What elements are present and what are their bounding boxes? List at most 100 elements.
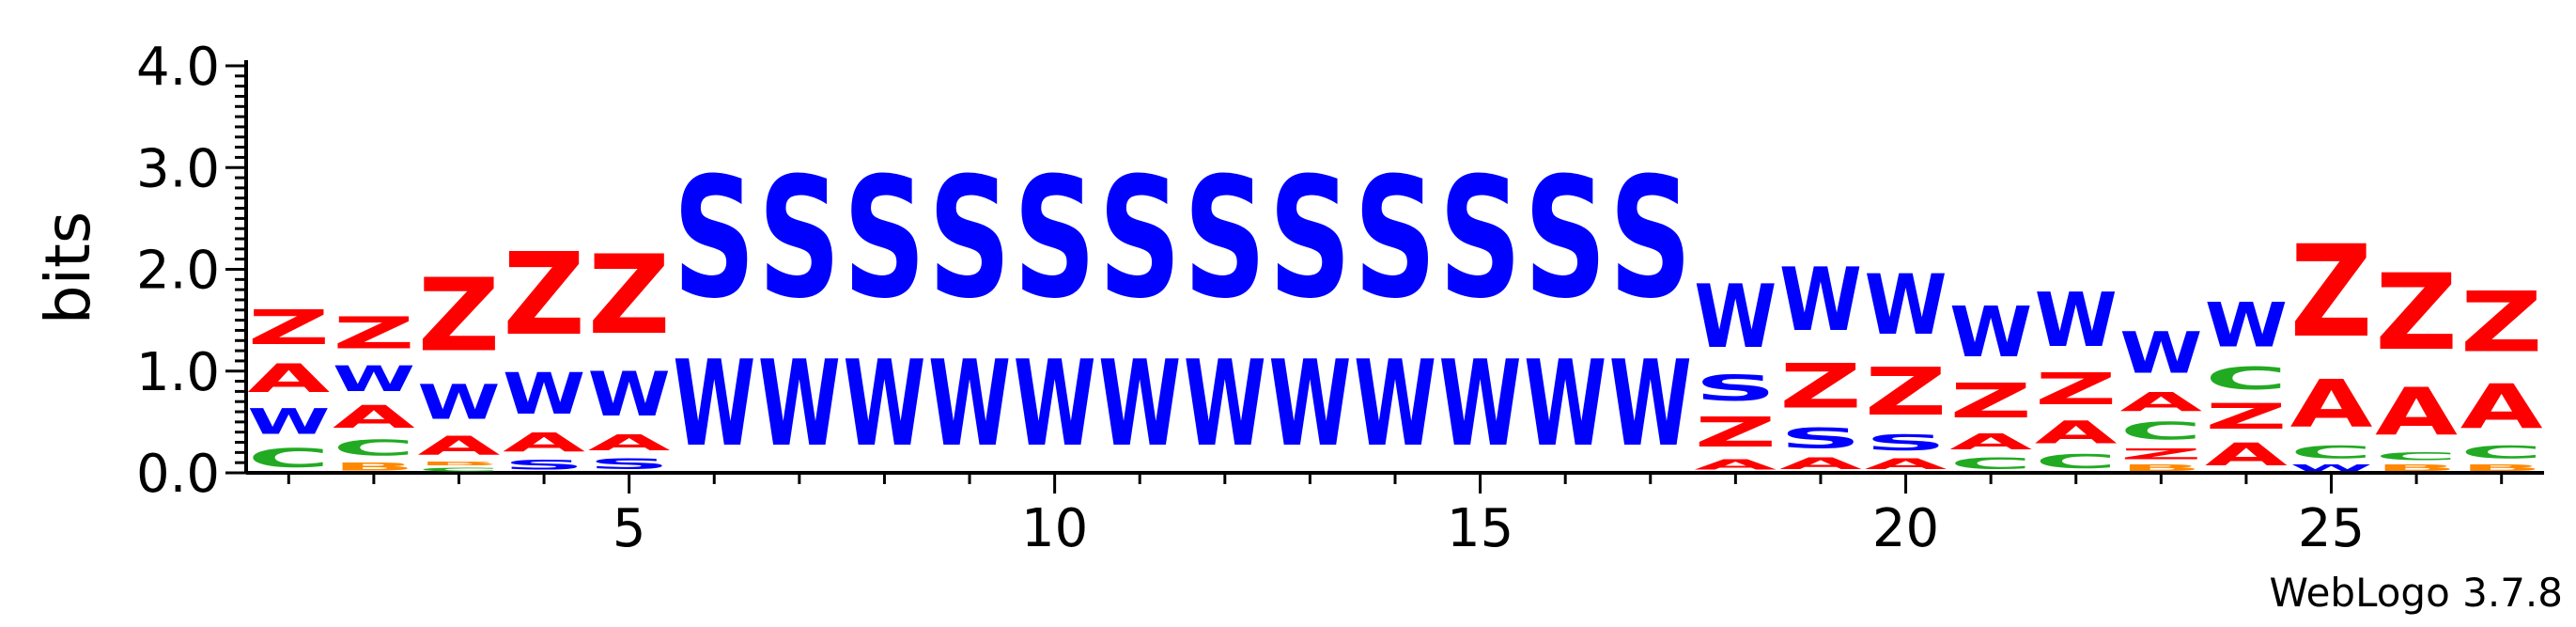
glyph-w: W [333, 358, 415, 400]
glyph-b: B [2375, 462, 2458, 473]
glyph-s: S [1609, 141, 1692, 335]
glyph-s: S [1098, 141, 1181, 335]
weblogo-credit: WebLogo 3.7.8 [2270, 570, 2564, 616]
x-tick-label: 15 [1447, 498, 1513, 559]
glyph-w: W [1524, 335, 1606, 473]
glyph-w: W [1268, 335, 1351, 473]
glyph-w: W [1354, 335, 1436, 473]
glyph-z: Z [247, 300, 330, 355]
glyph-z: Z [2290, 219, 2373, 367]
glyph-z: Z [418, 257, 501, 373]
glyph-z: Z [2375, 253, 2458, 374]
glyph-b: B [2119, 462, 2202, 473]
glyph-b: B [2460, 462, 2543, 473]
y-axis: bits 0.0 1.0 2.0 3.0 4.0 [32, 37, 248, 505]
glyph-a: A [2375, 375, 2458, 451]
y-tick-label: 4.0 [136, 37, 220, 98]
glyph-s: S [588, 456, 671, 474]
x-axis: 5 10 15 20 25 [246, 471, 2544, 559]
glyph-c: C [2460, 443, 2543, 463]
glyph-a: A [2290, 367, 2373, 443]
glyph-a: A [1694, 457, 1777, 473]
glyph-a: A [1779, 455, 1862, 473]
glyph-a: A [2119, 386, 2202, 416]
y-tick-label: 3.0 [136, 138, 220, 199]
glyph-c: C [2290, 443, 2373, 463]
glyph-w: W [2119, 320, 2202, 386]
glyph-s: S [1694, 368, 1777, 409]
glyph-w: W [1949, 292, 2032, 374]
glyph-w: W [1098, 335, 1181, 473]
glyph-z: Z [1694, 409, 1777, 457]
glyph-c: C [247, 442, 330, 473]
glyph-z: Z [2460, 275, 2543, 371]
glyph-z: Z [503, 228, 585, 361]
glyph-a: A [1865, 456, 1948, 473]
logo-stacks: CWAZBCAWZCBAWZSAWZSAWZWSWSWSWSWSWSWSWSWS… [247, 141, 2543, 473]
glyph-c: C [2035, 450, 2118, 473]
x-tick-label: 25 [2298, 498, 2365, 559]
glyph-w: W [673, 335, 755, 473]
y-tick-label: 1.0 [136, 342, 220, 403]
glyph-c: C [2119, 417, 2202, 446]
glyph-w: W [2290, 462, 2373, 473]
glyph-c: C [1949, 455, 2032, 473]
glyph-w: W [418, 374, 501, 431]
glyph-z: Z [588, 231, 671, 358]
y-axis-ticks: 0.0 1.0 2.0 3.0 4.0 [136, 37, 248, 505]
glyph-a: A [2205, 437, 2288, 473]
glyph-w: W [928, 335, 1011, 473]
glyph-w: W [1779, 250, 1862, 351]
glyph-a: A [333, 400, 415, 435]
glyph-s: S [1524, 141, 1606, 335]
glyph-a: A [588, 431, 672, 456]
glyph-a: A [2035, 415, 2118, 450]
glyph-c: C [418, 466, 501, 473]
glyph-s: S [928, 141, 1011, 335]
glyph-z: Z [333, 308, 415, 359]
glyph-s: S [1865, 430, 1948, 455]
glyph-z: Z [2119, 446, 2202, 462]
glyph-s: S [673, 141, 755, 335]
glyph-z: Z [2205, 397, 2288, 437]
glyph-s: S [1439, 141, 1522, 335]
y-tick-label: 0.0 [136, 444, 220, 505]
glyph-a: A [1949, 430, 2033, 455]
glyph-z: Z [1949, 373, 2032, 429]
glyph-z: Z [2035, 364, 2118, 415]
glyph-w: W [588, 359, 671, 431]
glyph-w: W [1014, 335, 1096, 473]
glyph-w: W [1439, 335, 1522, 473]
glyph-c: C [2205, 361, 2288, 397]
glyph-w: W [758, 335, 841, 473]
glyph-w: W [247, 401, 330, 443]
x-tick-label: 20 [1872, 498, 1939, 559]
glyph-a: A [2460, 370, 2543, 442]
glyph-a: A [503, 427, 585, 457]
glyph-b: B [333, 461, 415, 473]
glyph-s: S [1268, 141, 1351, 335]
glyph-s: S [1184, 141, 1266, 335]
glyph-w: W [2205, 290, 2288, 361]
glyph-w: W [503, 360, 585, 427]
glyph-w: W [1609, 335, 1692, 473]
glyph-s: S [758, 141, 841, 335]
glyph-z: Z [1779, 351, 1862, 422]
glyph-s: S [1354, 141, 1436, 335]
glyph-s: S [1779, 422, 1862, 454]
glyph-b: B [418, 461, 501, 466]
x-tick-label: 10 [1021, 498, 1088, 559]
glyph-c: C [333, 435, 415, 461]
glyph-w: W [844, 335, 926, 473]
glyph-s: S [844, 141, 926, 335]
y-axis-title: bits [32, 212, 104, 325]
glyph-s: S [503, 458, 585, 473]
glyph-w: W [2035, 277, 2118, 365]
x-tick-label: 5 [613, 498, 646, 559]
glyph-c: C [2375, 450, 2458, 462]
glyph-w: W [1865, 257, 1948, 353]
y-tick-label: 2.0 [136, 241, 220, 302]
glyph-a: A [247, 356, 330, 401]
glyph-z: Z [1865, 354, 1948, 431]
